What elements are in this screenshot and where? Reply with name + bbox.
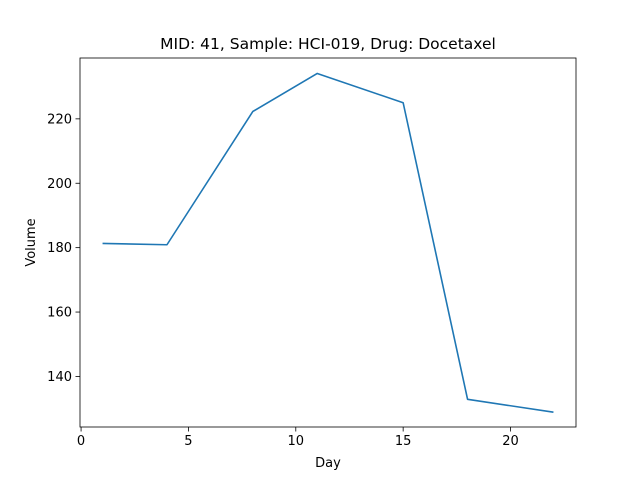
x-tick-label: 0 xyxy=(77,434,85,449)
plot-area xyxy=(102,72,554,413)
series-line-0 xyxy=(102,72,554,413)
y-tick-label: 140 xyxy=(47,370,72,385)
y-axis-label: Volume xyxy=(24,218,39,266)
y-axis: 140 160 180 200 220 xyxy=(47,112,80,385)
y-tick-label: 200 xyxy=(47,177,72,192)
y-tick-label: 220 xyxy=(47,112,72,127)
axes-frame xyxy=(79,57,577,428)
x-tick-label: 10 xyxy=(288,434,305,449)
y-tick-label: 160 xyxy=(47,306,72,321)
x-tick-label: 20 xyxy=(502,434,519,449)
y-tick-label: 180 xyxy=(47,241,72,256)
x-axis: 0 5 10 15 20 xyxy=(77,427,519,449)
x-tick-label: 5 xyxy=(184,434,192,449)
x-axis-label: Day xyxy=(315,456,341,471)
chart-title: MID: 41, Sample: HCI-019, Drug: Docetaxe… xyxy=(160,35,496,53)
x-tick-label: 15 xyxy=(395,434,412,449)
